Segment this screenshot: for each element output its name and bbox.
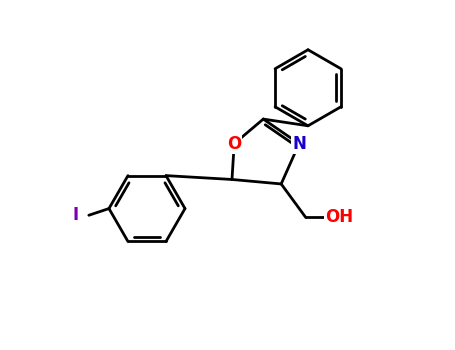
Text: OH: OH: [325, 209, 354, 226]
Text: N: N: [292, 135, 306, 153]
Text: O: O: [227, 135, 241, 153]
Text: I: I: [72, 206, 78, 224]
